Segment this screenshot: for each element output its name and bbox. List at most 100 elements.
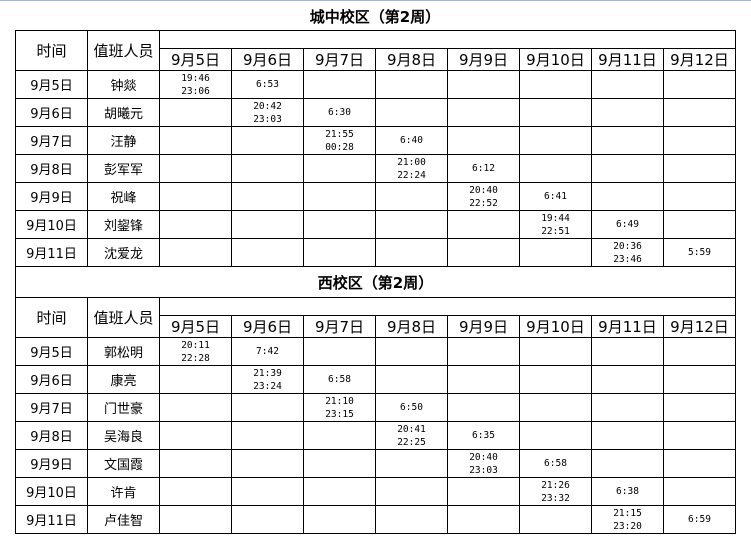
time-cell xyxy=(375,365,448,394)
time-cell: 6:59 xyxy=(663,505,736,534)
section-title-chengzhong: 城中校区（第2周） xyxy=(309,8,441,26)
time-cell xyxy=(447,477,520,506)
header-blank xyxy=(159,297,736,316)
time-cell: 21:55 00:28 xyxy=(303,126,376,155)
time-cell xyxy=(375,505,448,534)
time-cell xyxy=(447,393,520,422)
time-cell xyxy=(375,70,448,99)
header-time: 时间 xyxy=(15,30,88,71)
time-cell xyxy=(159,421,232,450)
time-cell xyxy=(663,154,736,183)
date-header: 9月11日 xyxy=(591,48,664,71)
row-date: 9月11日 xyxy=(15,238,88,267)
time-cell xyxy=(303,70,376,99)
table-row: 9月8日 彭军军 21:00 22:24 6:12 xyxy=(15,154,736,183)
table-row: 9月6日 胡曦元 20:42 23:03 6:30 xyxy=(15,98,736,127)
time-cell xyxy=(303,154,376,183)
row-person: 汪静 xyxy=(87,126,160,155)
time-cell xyxy=(663,477,736,506)
time-cell xyxy=(447,337,520,366)
row-person: 郭松明 xyxy=(87,337,160,366)
row-person: 门世豪 xyxy=(87,393,160,422)
table-row: 9月9日 文国霞 20:40 23:03 6:58 xyxy=(15,449,736,478)
date-header: 9月10日 xyxy=(519,48,592,71)
time-cell xyxy=(591,126,664,155)
time-cell xyxy=(159,210,232,239)
time-cell xyxy=(519,70,592,99)
header-time: 时间 xyxy=(15,297,88,338)
table-row: 9月5日 钟燚 19:46 23:06 6:53 xyxy=(15,70,736,99)
row-person: 文国霞 xyxy=(87,449,160,478)
time-cell: 21:15 23:20 xyxy=(591,505,664,534)
time-cell: 6:30 xyxy=(303,98,376,127)
time-cell xyxy=(375,477,448,506)
time-cell xyxy=(303,421,376,450)
header-blank xyxy=(159,30,736,49)
time-cell xyxy=(159,365,232,394)
row-person: 彭军军 xyxy=(87,154,160,183)
time-cell xyxy=(663,421,736,450)
time-cell xyxy=(159,182,232,211)
date-header: 9月5日 xyxy=(159,48,232,71)
table-row: 9月9日 祝峰 20:40 22:52 6:41 xyxy=(15,182,736,211)
time-cell xyxy=(375,238,448,267)
row-date: 9月10日 xyxy=(15,210,88,239)
time-cell xyxy=(663,337,736,366)
time-cell xyxy=(519,154,592,183)
time-cell xyxy=(303,210,376,239)
table-row: 9月11日 沈爱龙 20:36 23:46 5:59 xyxy=(15,238,736,267)
row-date: 9月8日 xyxy=(15,421,88,450)
time-cell xyxy=(591,421,664,450)
time-cell xyxy=(519,505,592,534)
time-cell xyxy=(447,210,520,239)
time-cell: 6:53 xyxy=(231,70,304,99)
row-date: 9月5日 xyxy=(15,337,88,366)
date-header-row: 9月5日 9月6日 9月7日 9月8日 9月9日 9月10日 9月11日 9月12日 xyxy=(16,315,736,338)
table-row: 9月11日 卢佳智 21:15 23:20 6:59 xyxy=(15,505,736,534)
row-date: 9月6日 xyxy=(15,365,88,394)
time-cell xyxy=(663,210,736,239)
time-cell xyxy=(231,421,304,450)
time-cell: 7:42 xyxy=(231,337,304,366)
header-row: 时间 值班人员 xyxy=(15,30,736,71)
time-cell xyxy=(303,449,376,478)
time-cell xyxy=(591,70,664,99)
time-cell xyxy=(375,98,448,127)
row-person: 钟燚 xyxy=(87,70,160,99)
time-cell xyxy=(591,393,664,422)
time-cell: 6:49 xyxy=(591,210,664,239)
table-row: 9月8日 吴海良 20:41 22:25 6:35 xyxy=(15,421,736,450)
time-cell xyxy=(231,477,304,506)
row-date: 9月7日 xyxy=(15,126,88,155)
header-person: 值班人员 xyxy=(87,297,160,338)
time-cell: 6:40 xyxy=(375,126,448,155)
header-row: 时间 值班人员 xyxy=(15,297,736,338)
time-cell xyxy=(231,154,304,183)
time-cell xyxy=(519,238,592,267)
date-header: 9月9日 xyxy=(447,315,520,338)
time-cell xyxy=(375,210,448,239)
time-cell: 19:46 23:06 xyxy=(159,70,232,99)
date-header: 9月7日 xyxy=(303,48,376,71)
time-cell: 6:38 xyxy=(591,477,664,506)
time-cell xyxy=(447,98,520,127)
time-cell xyxy=(303,238,376,267)
time-cell xyxy=(231,449,304,478)
date-header: 9月8日 xyxy=(375,48,448,71)
time-cell xyxy=(159,238,232,267)
header-person: 值班人员 xyxy=(87,30,160,71)
time-cell: 6:58 xyxy=(303,365,376,394)
date-header: 9月12日 xyxy=(663,48,736,71)
time-cell xyxy=(303,505,376,534)
row-person: 祝峰 xyxy=(87,182,160,211)
section-title-row: 西校区（第2周） xyxy=(15,266,736,298)
date-header: 9月9日 xyxy=(447,48,520,71)
time-cell xyxy=(519,337,592,366)
row-date: 9月5日 xyxy=(15,70,88,99)
date-header: 9月6日 xyxy=(231,315,304,338)
time-cell xyxy=(303,477,376,506)
table-row: 9月7日 门世豪 21:10 23:15 6:50 xyxy=(15,393,736,422)
row-person: 胡曦元 xyxy=(87,98,160,127)
row-person: 刘鋆锋 xyxy=(87,210,160,239)
time-cell xyxy=(159,505,232,534)
